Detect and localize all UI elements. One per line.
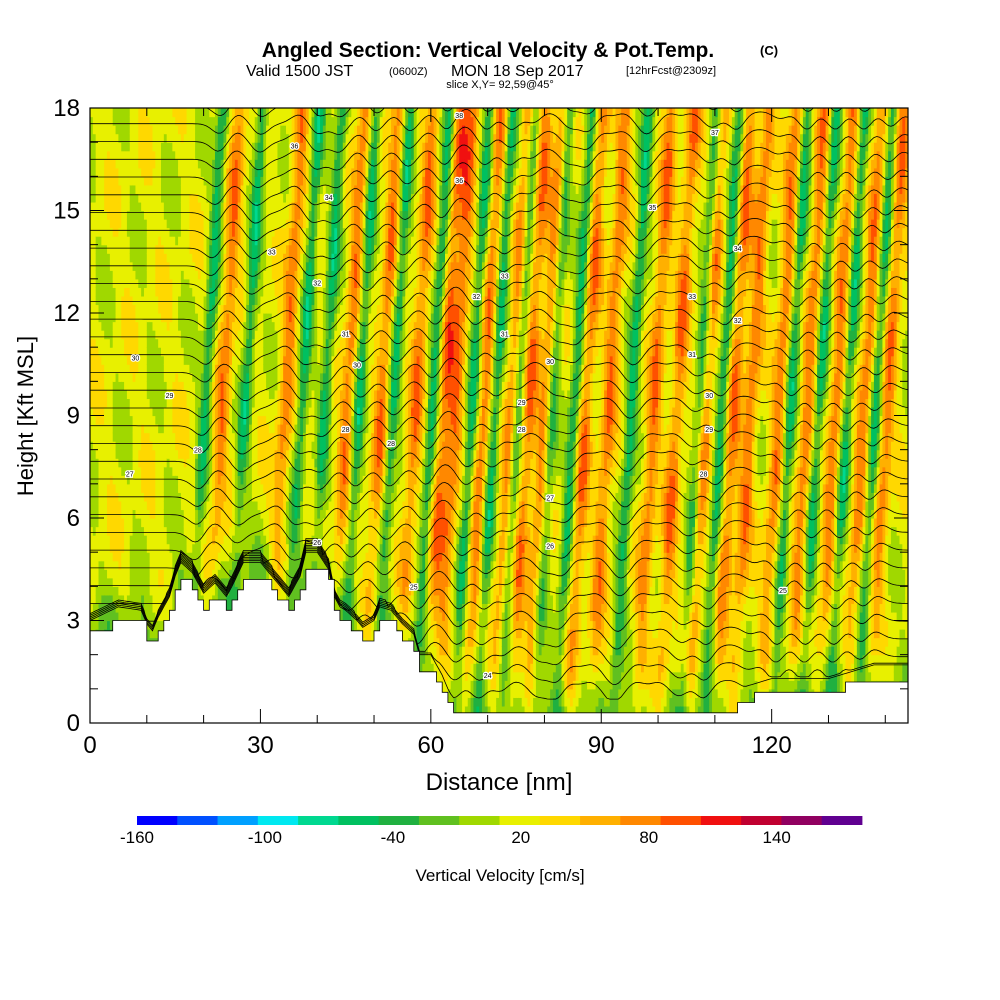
contour-label: 28	[342, 427, 350, 434]
x-tick-label: 120	[752, 732, 792, 759]
contour-label: 30	[546, 359, 554, 366]
colorbar-segment	[338, 816, 380, 825]
chart-subtitle-zulu: (0600Z)	[389, 66, 428, 78]
contour-label: 26	[546, 543, 554, 550]
colorbar-segment	[741, 816, 782, 825]
x-tick-labels: 0 30 60 90 120	[83, 732, 791, 759]
y-tick-label: 3	[67, 608, 80, 635]
potential-temperature-contours	[90, 108, 908, 700]
contour-label: 27	[546, 496, 554, 503]
colorbar-tick-label: -160	[120, 828, 154, 847]
colorbar-segment	[620, 816, 662, 825]
colorbar-segment	[539, 816, 581, 825]
chart-title: Angled Section: Vertical Velocity & Pot.…	[262, 39, 714, 62]
colorbar-segment	[177, 816, 218, 825]
colorbar-segment	[821, 816, 863, 825]
colorbar-tick-labels: -160 -100 -40 20 80 140	[120, 828, 791, 847]
colorbar-tick-label: 20	[511, 828, 530, 847]
y-tick-label: 18	[53, 95, 80, 122]
contour-label: 28	[700, 472, 708, 479]
chart-subtitle-fcst: [12hrFcst@2309z]	[626, 65, 716, 77]
chart-subtitle-slice: slice X,Y= 92,59@45°	[446, 79, 554, 91]
y-axis-label: Height [Kft MSL]	[13, 336, 38, 496]
contour-labels: 36 38 37 34 36 35 33 34 33 32 32 33 31 31 32 30 30 30 31 29…	[125, 112, 789, 682]
contour-label: 33	[501, 273, 509, 280]
contour-label: 26	[313, 540, 321, 547]
y-tick-label: 12	[53, 300, 80, 327]
colorbar-segment	[459, 816, 500, 825]
contour-label: 28	[194, 448, 202, 455]
colorbar	[137, 816, 863, 825]
contour-label: 30	[705, 393, 713, 400]
contour-label: 36	[455, 178, 463, 185]
contour-label: 28	[387, 441, 395, 448]
x-tick-label: 30	[247, 732, 274, 759]
colorbar-segment	[781, 816, 823, 825]
contour-label: 33	[268, 250, 276, 257]
chart-subtitle-date: MON 18 Sep 2017	[451, 63, 584, 80]
contour-label: 34	[734, 246, 742, 253]
contour-label: 27	[126, 472, 134, 479]
contour-label: 25	[779, 588, 787, 595]
contour-label: 37	[711, 130, 719, 137]
contour-label: 32	[472, 294, 480, 301]
colorbar-tick-label: 80	[639, 828, 658, 847]
colorbar-tick-label: -100	[248, 828, 282, 847]
y-tick-label: 0	[67, 710, 80, 737]
contour-label: 31	[501, 332, 509, 339]
colorbar-segment	[499, 816, 541, 825]
contour-label: 31	[688, 352, 696, 359]
y-tick-label: 15	[53, 198, 80, 225]
colorbar-tick-label: 140	[763, 828, 791, 847]
contour-label: 38	[455, 113, 463, 120]
colorbar-segment	[418, 816, 460, 825]
contour-label: 36	[291, 144, 299, 151]
contour-label: 30	[353, 362, 361, 369]
colorbar-segment	[217, 816, 259, 825]
colorbar-segment	[580, 816, 621, 825]
colorbar-segment	[298, 816, 339, 825]
contour-label: 33	[688, 294, 696, 301]
contour-label: 29	[705, 427, 713, 434]
contour-label: 31	[342, 332, 350, 339]
contour-label: 32	[734, 318, 742, 325]
contour-label: 29	[166, 393, 174, 400]
contour-label: 32	[313, 280, 321, 287]
chart-subtitle-valid: Valid 1500 JST	[246, 63, 354, 80]
y-tick-labels: 0 3 6 9 12 15 18	[53, 95, 80, 737]
colorbar-tick-label: -40	[381, 828, 406, 847]
x-axis-label: Distance [nm]	[426, 769, 573, 796]
terrain-mask	[89, 568, 909, 724]
y-tick-label: 6	[67, 505, 80, 532]
contour-label: 29	[518, 400, 526, 407]
colorbar-label: Vertical Velocity [cm/s]	[415, 866, 584, 885]
contour-label: 34	[325, 195, 333, 202]
contour-label: 28	[518, 427, 526, 434]
contour-label: 25	[410, 584, 418, 591]
contour-label: 30	[132, 355, 140, 362]
colorbar-segment	[137, 816, 178, 825]
colorbar-segment	[378, 816, 420, 825]
x-tick-label: 60	[417, 732, 444, 759]
y-tick-label: 9	[67, 403, 80, 430]
x-tick-label: 90	[588, 732, 615, 759]
colorbar-segment	[660, 816, 702, 825]
colorbar-segment	[257, 816, 299, 825]
x-tick-label: 0	[83, 732, 96, 759]
axis-ticks	[89, 107, 908, 724]
contour-label: 24	[484, 673, 492, 680]
chart-title-unit: (C)	[760, 43, 778, 58]
colorbar-segment	[700, 816, 742, 825]
contour-label: 35	[649, 205, 657, 212]
